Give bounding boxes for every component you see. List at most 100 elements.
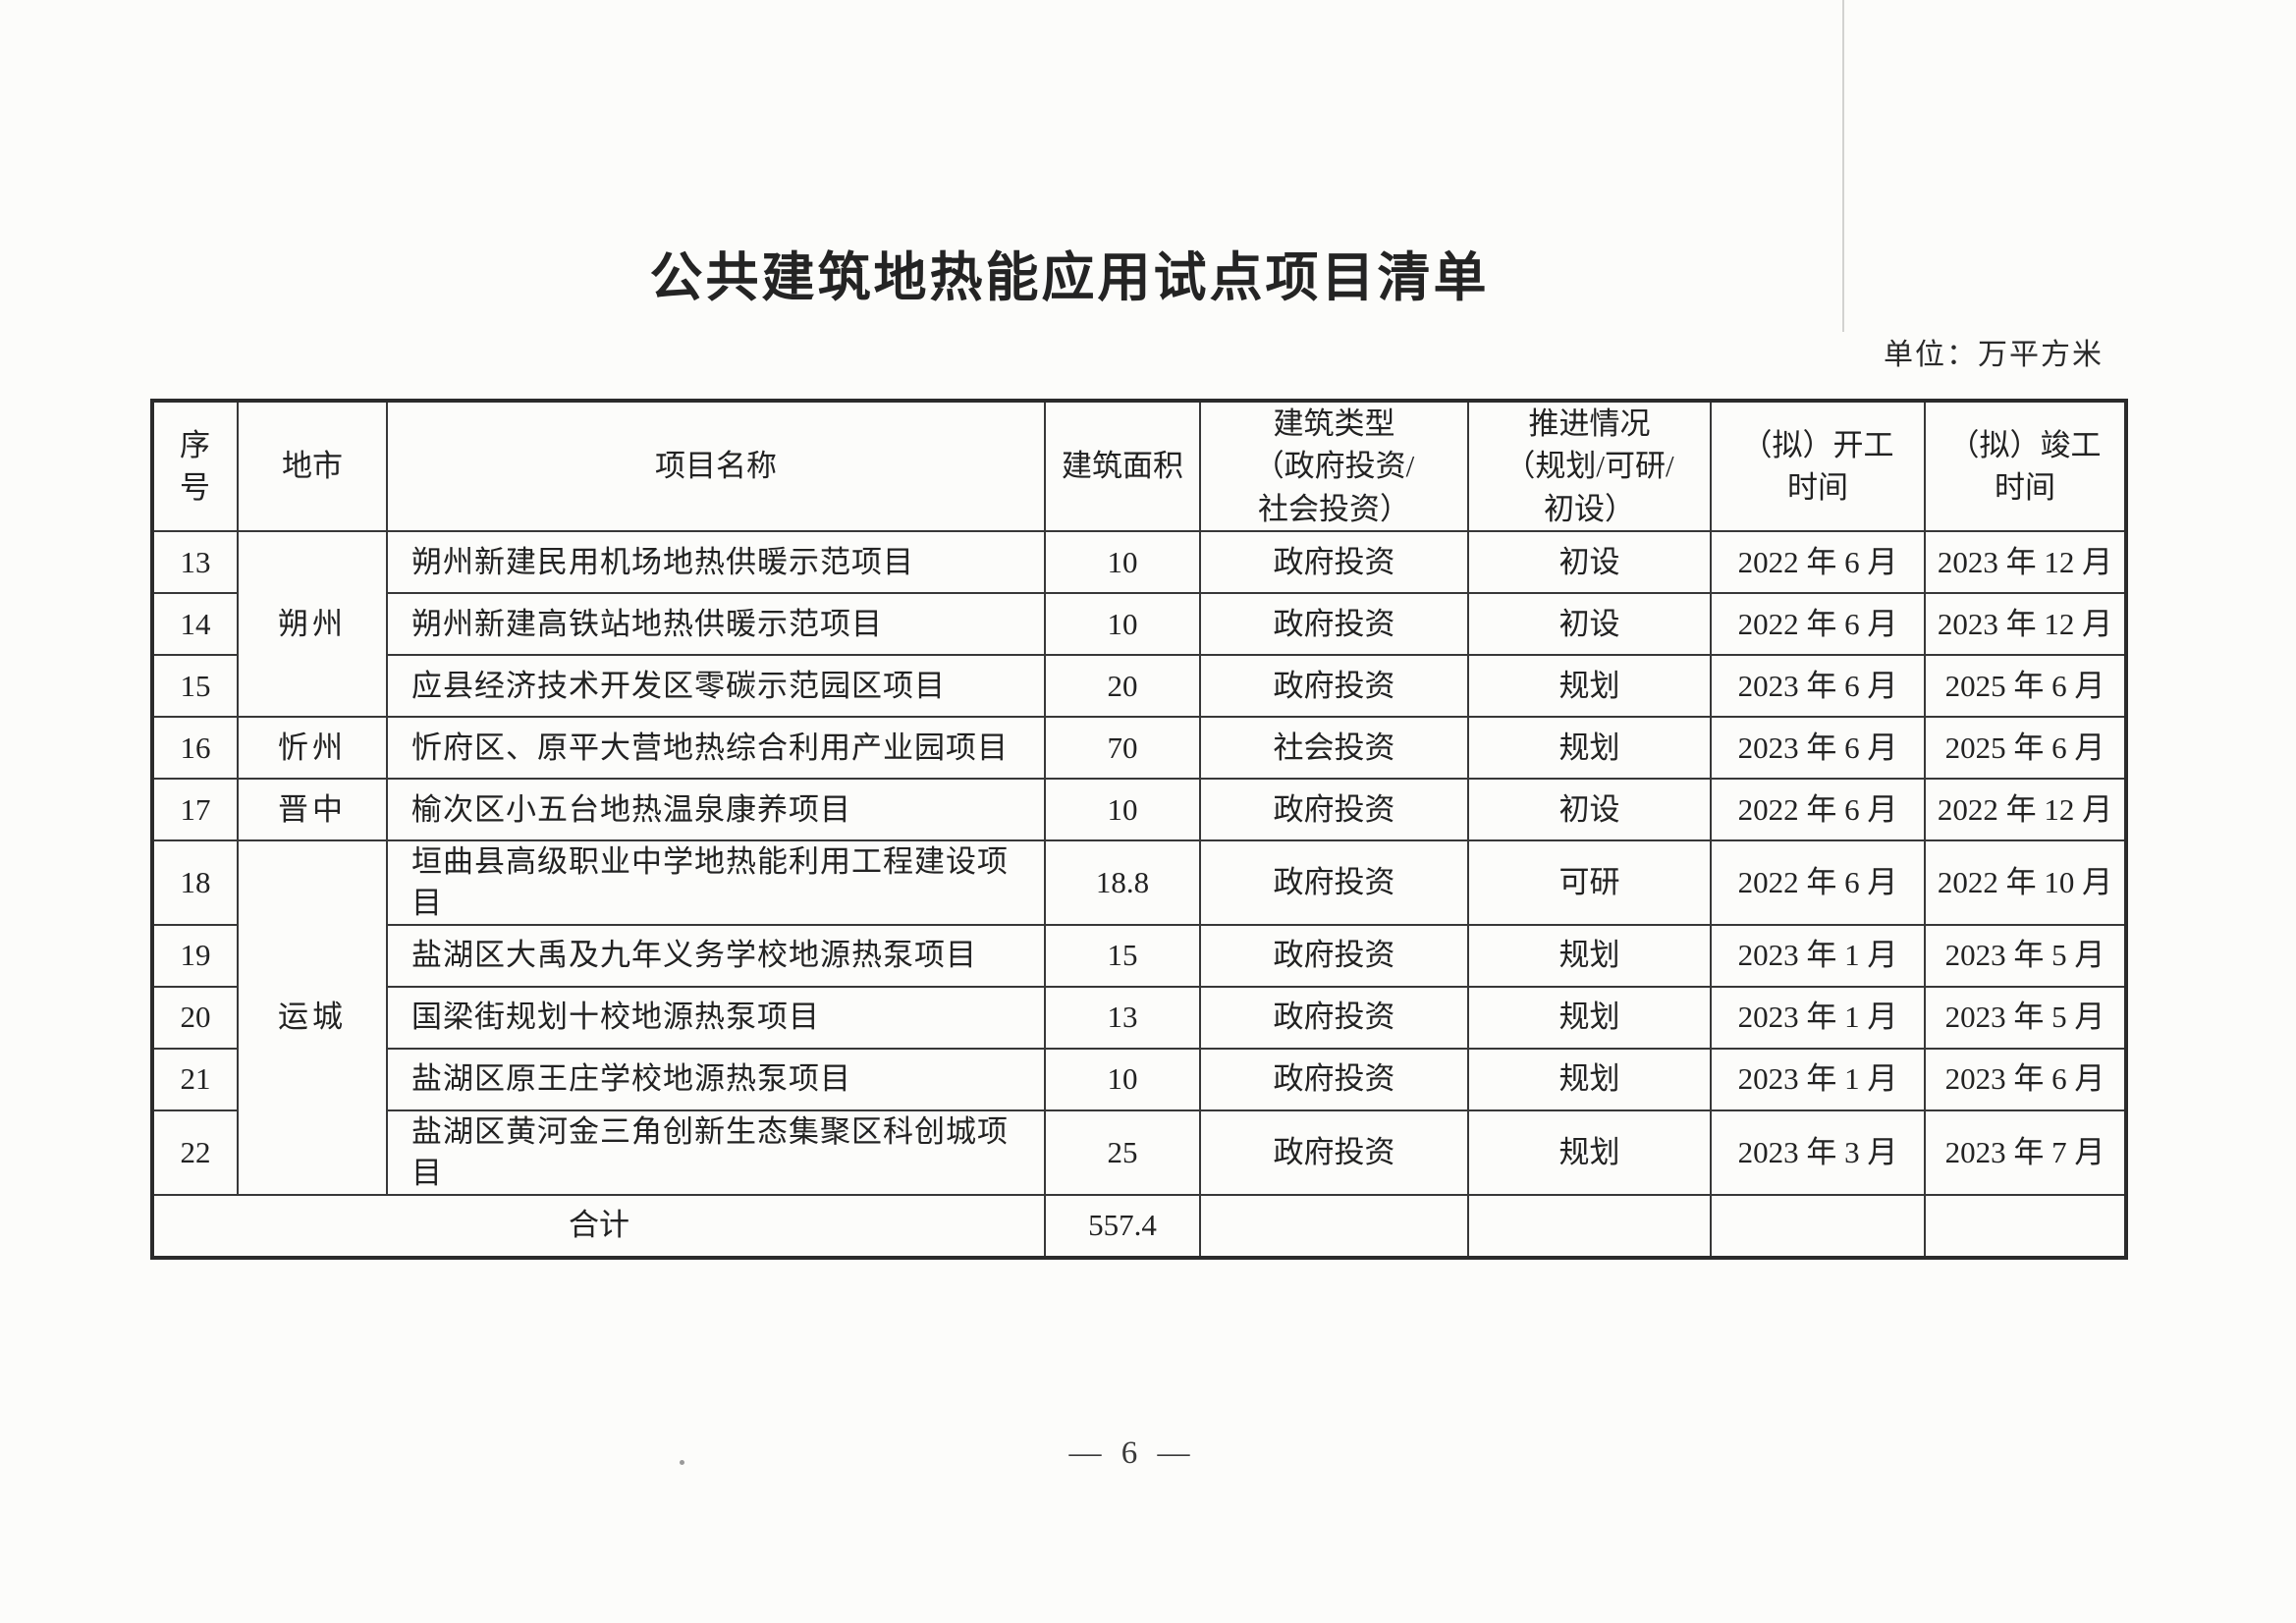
- cell-start: 2023 年 1 月: [1710, 985, 1926, 1050]
- cell-area: 18.8: [1044, 839, 1201, 926]
- header-status: 推进情况 （规划/可研/ 初设）: [1467, 399, 1712, 533]
- table-row: 14 朔州新建高铁站地热供暖示范项目 10 政府投资 初设 2022 年 6 月…: [151, 592, 2127, 657]
- table-row: 20 国梁街规划十校地源热泵项目 13 政府投资 规划 2023 年 1 月 2…: [151, 985, 2127, 1050]
- cell-status: 初设: [1467, 530, 1712, 595]
- cell-start: 2022 年 6 月: [1710, 839, 1926, 926]
- cell-start: 2022 年 6 月: [1710, 530, 1926, 595]
- cell-start: 2023 年 6 月: [1710, 716, 1926, 781]
- cell-start: 2022 年 6 月: [1710, 592, 1926, 657]
- cell-seq: 15: [151, 654, 239, 719]
- cell-start: 2023 年 1 月: [1710, 1047, 1926, 1111]
- total-empty-cell: [1467, 1193, 1712, 1259]
- cell-project: 盐湖区原王庄学校地源热泵项目: [386, 1047, 1046, 1111]
- header-type: 建筑类型 （政府投资/ 社会投资）: [1199, 399, 1469, 533]
- cell-end: 2023 年 12 月: [1924, 592, 2127, 657]
- cell-seq: 19: [151, 923, 239, 988]
- cell-status: 可研: [1467, 839, 1712, 926]
- cell-area: 10: [1044, 778, 1201, 842]
- cell-type: 政府投资: [1199, 923, 1469, 988]
- cell-status: 规划: [1467, 923, 1712, 988]
- cell-project: 榆次区小五台地热温泉康养项目: [386, 778, 1046, 842]
- table-row: 16 忻州 忻府区、原平大营地热综合利用产业园项目 70 社会投资 规划 202…: [151, 716, 2127, 781]
- table-header-row: 序号 地市 项目名称 建筑面积 建筑类型 （政府投资/ 社会投资） 推进情况 （…: [151, 399, 2127, 533]
- cell-start: 2023 年 1 月: [1710, 923, 1926, 988]
- total-empty-cell: [1710, 1193, 1926, 1259]
- total-row: 合计 557.4: [151, 1193, 2127, 1259]
- table-row: 17 晋中 榆次区小五台地热温泉康养项目 10 政府投资 初设 2022 年 6…: [151, 778, 2127, 842]
- cell-area: 70: [1044, 716, 1201, 781]
- cell-seq: 13: [151, 530, 239, 595]
- header-area: 建筑面积: [1044, 399, 1201, 533]
- cell-end: 2023 年 5 月: [1924, 923, 2127, 988]
- cell-area: 10: [1044, 530, 1201, 595]
- cell-seq: 17: [151, 778, 239, 842]
- total-label: 合计: [151, 1193, 1046, 1259]
- cell-type: 政府投资: [1199, 654, 1469, 719]
- cell-area: 25: [1044, 1109, 1201, 1196]
- cell-project: 盐湖区大禹及九年义务学校地源热泵项目: [386, 923, 1046, 988]
- cell-end: 2023 年 5 月: [1924, 985, 2127, 1050]
- cell-status: 规划: [1467, 1047, 1712, 1111]
- table-row: 13 朔州 朔州新建民用机场地热供暖示范项目 10 政府投资 初设 2022 年…: [151, 530, 2127, 719]
- cell-project: 朔州新建高铁站地热供暖示范项目: [386, 592, 1046, 657]
- cell-seq: 16: [151, 716, 239, 781]
- cell-type: 政府投资: [1199, 1047, 1469, 1111]
- cell-area: 10: [1044, 592, 1201, 657]
- cell-project: 应县经济技术开发区零碳示范园区项目: [386, 654, 1046, 719]
- cell-type: 政府投资: [1199, 1109, 1469, 1196]
- cell-status: 规划: [1467, 1109, 1712, 1196]
- cell-area: 13: [1044, 985, 1201, 1050]
- cell-type: 社会投资: [1199, 716, 1469, 781]
- scan-artifact-line: [1842, 0, 1844, 332]
- cell-area: 10: [1044, 1047, 1201, 1111]
- cell-status: 规划: [1467, 654, 1712, 719]
- cell-status: 规划: [1467, 716, 1712, 781]
- page-title: 公共建筑地热能应用试点项目清单: [649, 248, 1490, 307]
- table-row: 22 盐湖区黄河金三角创新生态集聚区科创城项目 25 政府投资 规划 2023 …: [151, 1109, 2127, 1196]
- cell-status: 规划: [1467, 985, 1712, 1050]
- cell-project: 盐湖区黄河金三角创新生态集聚区科创城项目: [386, 1109, 1046, 1196]
- cell-type: 政府投资: [1199, 985, 1469, 1050]
- cell-area: 15: [1044, 923, 1201, 988]
- header-city: 地市: [237, 399, 388, 533]
- cell-type: 政府投资: [1199, 592, 1469, 657]
- cell-type: 政府投资: [1199, 839, 1469, 926]
- cell-project: 朔州新建民用机场地热供暖示范项目: [386, 530, 1046, 595]
- total-empty-cell: [1924, 1193, 2127, 1259]
- total-area: 557.4: [1044, 1193, 1201, 1259]
- table-row: 19 盐湖区大禹及九年义务学校地源热泵项目 15 政府投资 规划 2023 年 …: [151, 923, 2127, 988]
- cell-city-shuozhou: 朔州: [237, 530, 388, 719]
- cell-project: 垣曲县高级职业中学地热能利用工程建设项目: [386, 839, 1046, 926]
- cell-start: 2023 年 6 月: [1710, 654, 1926, 719]
- table-row: 18 运城 垣曲县高级职业中学地热能利用工程建设项目 18.8 政府投资 可研 …: [151, 839, 2127, 1196]
- cell-project: 忻府区、原平大营地热综合利用产业园项目: [386, 716, 1046, 781]
- total-empty-cell: [1199, 1193, 1469, 1259]
- unit-label: 单位：万平方米: [1884, 339, 2104, 371]
- header-seq: 序号: [151, 399, 239, 533]
- cell-seq: 21: [151, 1047, 239, 1111]
- table-container: 序号 地市 项目名称 建筑面积 建筑类型 （政府投资/ 社会投资） 推进情况 （…: [150, 399, 2128, 1260]
- scan-artifact-dot: [680, 1460, 684, 1465]
- project-table: 序号 地市 项目名称 建筑面积 建筑类型 （政府投资/ 社会投资） 推进情况 （…: [150, 399, 2128, 1260]
- header-end: （拟）竣工 时间: [1924, 399, 2127, 533]
- header-start: （拟）开工 时间: [1710, 399, 1926, 533]
- cell-seq: 14: [151, 592, 239, 657]
- cell-end: 2023 年 6 月: [1924, 1047, 2127, 1111]
- cell-start: 2022 年 6 月: [1710, 778, 1926, 842]
- cell-type: 政府投资: [1199, 530, 1469, 595]
- cell-start: 2023 年 3 月: [1710, 1109, 1926, 1196]
- cell-seq: 22: [151, 1109, 239, 1196]
- cell-city-jinzhong: 晋中: [237, 778, 388, 842]
- cell-seq: 20: [151, 985, 239, 1050]
- header-project: 项目名称: [386, 399, 1046, 533]
- page-number: — 6 —: [1068, 1435, 1196, 1471]
- cell-area: 20: [1044, 654, 1201, 719]
- cell-end: 2023 年 12 月: [1924, 530, 2127, 595]
- cell-end: 2022 年 10 月: [1924, 839, 2127, 926]
- cell-status: 初设: [1467, 778, 1712, 842]
- cell-end: 2025 年 6 月: [1924, 654, 2127, 719]
- cell-seq: 18: [151, 839, 239, 926]
- cell-city-yuncheng: 运城: [237, 839, 388, 1196]
- cell-end: 2022 年 12 月: [1924, 778, 2127, 842]
